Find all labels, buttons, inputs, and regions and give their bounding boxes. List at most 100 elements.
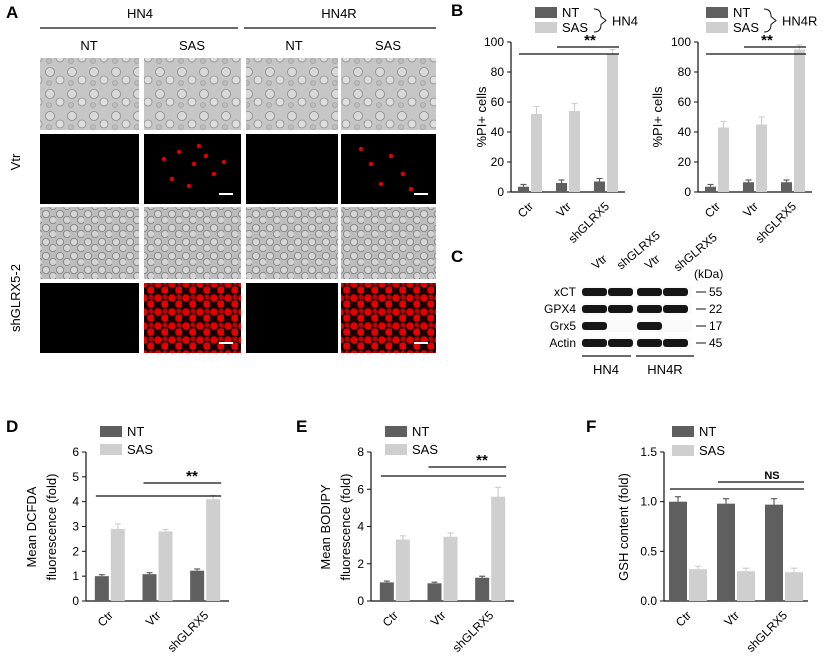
bar-sas xyxy=(206,499,221,601)
legend-label: SAS xyxy=(562,20,588,35)
bar-sas xyxy=(756,124,767,192)
legend-label: NT xyxy=(412,424,429,439)
chart-e: 0 2 4 6 8 Mean BODIPY fluorescence (fold) Ctr Vt… xyxy=(318,424,514,655)
fluorescent-cell xyxy=(186,183,192,189)
blot-band xyxy=(663,305,688,313)
blot-band xyxy=(663,339,688,347)
micrograph-tile xyxy=(246,134,338,204)
micrograph-tile xyxy=(246,58,338,130)
panel-f-label: F xyxy=(586,417,596,436)
y-tick-label: 5 xyxy=(72,470,79,484)
y-tick-label: 6 xyxy=(72,445,79,459)
y-tick-label: 80 xyxy=(678,65,692,79)
micrograph-tile xyxy=(40,58,139,130)
blot-weight-label: 55 xyxy=(709,285,723,299)
x-tick-label: Vtr xyxy=(143,608,164,629)
x-tick-label: Ctr xyxy=(95,608,116,629)
legend-swatch xyxy=(535,7,557,18)
y-tick-label: 1.5 xyxy=(640,445,657,459)
y-tick-label: 0.0 xyxy=(640,594,657,608)
micrograph-tile xyxy=(341,207,436,279)
x-tick-label: Ctr xyxy=(673,608,694,629)
fluorescent-cell xyxy=(169,176,175,182)
bar-sas xyxy=(158,531,173,601)
y-tick-label: 0 xyxy=(497,185,504,199)
bar-nt xyxy=(717,503,735,601)
condition-label-1: NT xyxy=(80,38,97,53)
condition-label-4: SAS xyxy=(375,38,401,53)
row-label-vtr: Vtr xyxy=(8,153,23,170)
blot-strip xyxy=(580,320,692,332)
fluorescent-cell xyxy=(161,156,167,162)
blot-band xyxy=(582,305,607,313)
group-label-hn4r: HN4R xyxy=(321,6,356,21)
bar-nt xyxy=(142,574,157,601)
x-tick-label: Vtr xyxy=(428,608,449,629)
significance-label: ** xyxy=(186,468,198,485)
legend-bracket xyxy=(593,8,607,33)
blot-weight-label: 45 xyxy=(709,336,723,350)
legend-swatch xyxy=(100,444,122,455)
legend-swatch xyxy=(385,426,407,437)
bar-nt xyxy=(669,501,687,601)
blot-weight-label: 17 xyxy=(709,319,723,333)
chart-f: 0.0 0.5 1.0 1.5 GSH content (fold) Ctr Vtr shGL… xyxy=(616,424,808,655)
panel-a: A HN4 HN4R NT SAS NT SAS Vtr shGLRX5-2 xyxy=(6,3,436,353)
x-tick-label: Ctr xyxy=(380,608,401,629)
micrograph-tile xyxy=(341,58,436,130)
blot-band xyxy=(608,339,633,347)
fluorescent-cell xyxy=(191,161,197,167)
legend-swatch xyxy=(100,426,122,437)
blot-protein-label: GPX4 xyxy=(544,302,576,316)
condition-label-3: NT xyxy=(285,38,302,53)
x-tick-label: Ctr xyxy=(702,199,723,220)
y-axis-label: Mean BODIPY xyxy=(318,484,333,570)
y-axis-label: %PI+ cells xyxy=(650,86,665,148)
blot-band xyxy=(663,288,688,296)
bar-sas xyxy=(569,111,580,192)
panel-a-label: A xyxy=(6,3,18,22)
bar-sas xyxy=(531,114,542,192)
legend-label: NT xyxy=(699,424,716,439)
fluorescent-cell xyxy=(221,159,227,165)
bar-nt xyxy=(190,570,205,601)
kda-label: (kDa) xyxy=(694,267,723,281)
bar-nt xyxy=(743,182,754,192)
legend-swatch xyxy=(672,445,694,456)
x-tick-label: shGLRX5 xyxy=(450,608,497,655)
micrograph-tile xyxy=(40,283,139,353)
x-tick-label: shGLRX5 xyxy=(565,199,612,246)
legend-label: NT xyxy=(127,424,144,439)
bar-sas xyxy=(794,49,805,192)
y-tick-label: 40 xyxy=(491,125,505,139)
y-tick-label: 2 xyxy=(357,557,364,571)
panel-e-label: E xyxy=(296,417,307,436)
blot-band xyxy=(582,339,607,347)
y-tick-label: 2 xyxy=(72,544,79,558)
fluorescent-cell xyxy=(176,149,182,155)
micrograph-tile xyxy=(144,58,241,130)
legend-swatch xyxy=(706,22,728,33)
row-label-shglrx5: shGLRX5-2 xyxy=(8,264,23,332)
blot-protein-label: Actin xyxy=(549,336,576,350)
bar-nt xyxy=(94,576,109,601)
blot-band xyxy=(637,305,662,313)
legend-swatch xyxy=(535,22,557,33)
x-tick-label: Ctr xyxy=(515,199,536,220)
bar-sas xyxy=(110,528,125,601)
y-tick-label: 0 xyxy=(357,594,364,608)
y-tick-label: 1.0 xyxy=(640,495,657,509)
blot-protein-label: Grx5 xyxy=(550,319,576,333)
y-tick-label: 0.5 xyxy=(640,544,657,558)
y-axis-label: %PI+ cells xyxy=(474,86,489,148)
micrograph-tile xyxy=(246,207,338,279)
y-tick-label: 0 xyxy=(72,594,79,608)
bar-sas xyxy=(443,536,458,601)
y-tick-label: 20 xyxy=(678,155,692,169)
legend-swatch xyxy=(672,426,694,437)
y-axis-label: Mean DCFDA xyxy=(24,486,39,567)
x-tick-label: shGLRX5 xyxy=(752,199,799,246)
